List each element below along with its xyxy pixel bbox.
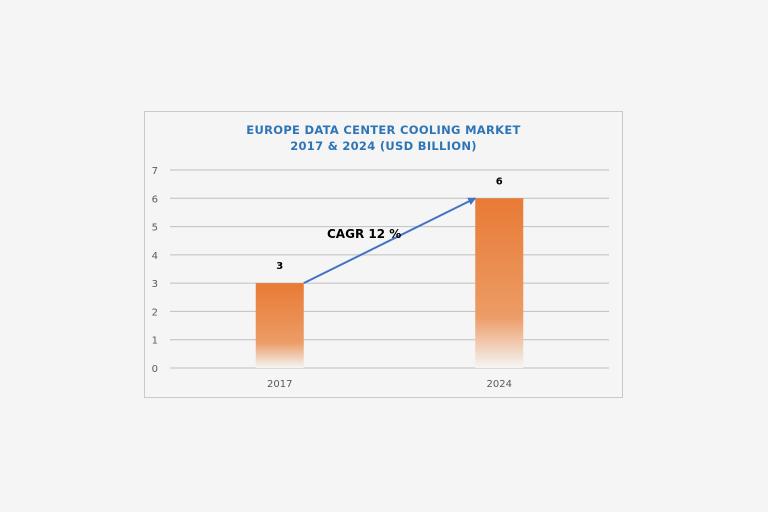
x-axis-ticks: 2017 2024	[267, 379, 512, 390]
data-label: 6	[496, 176, 503, 187]
chart-title-block: EUROPE DATA CENTER COOLING MARKET 2017 &…	[144, 122, 623, 154]
y-tick-label: 6	[152, 194, 158, 205]
y-tick-label: 2	[152, 307, 158, 318]
cagr-arrow	[303, 197, 477, 285]
y-axis-ticks: 0 1 2 3 4 5 6 7	[152, 166, 158, 375]
bars	[255, 198, 524, 368]
x-tick-label: 2017	[267, 379, 292, 390]
chart-subtitle: 2017 & 2024 (USD BILLION)	[290, 139, 477, 153]
x-tick-label: 2024	[487, 379, 512, 390]
y-tick-label: 5	[152, 223, 158, 234]
data-label: 3	[276, 261, 283, 272]
bar-2024	[475, 198, 524, 368]
y-tick-label: 0	[152, 364, 158, 375]
gridlines	[170, 169, 609, 369]
data-labels: 36	[276, 176, 503, 272]
y-tick-label: 7	[152, 166, 158, 177]
chart-title: EUROPE DATA CENTER COOLING MARKET	[246, 123, 521, 137]
y-tick-label: 3	[152, 279, 158, 290]
bar-2017	[255, 283, 304, 368]
y-tick-label: 1	[152, 336, 158, 347]
y-tick-label: 4	[152, 251, 158, 262]
cagr-annotation: CAGR 12 %	[303, 197, 477, 285]
cagr-label: CAGR 12 %	[327, 227, 401, 241]
